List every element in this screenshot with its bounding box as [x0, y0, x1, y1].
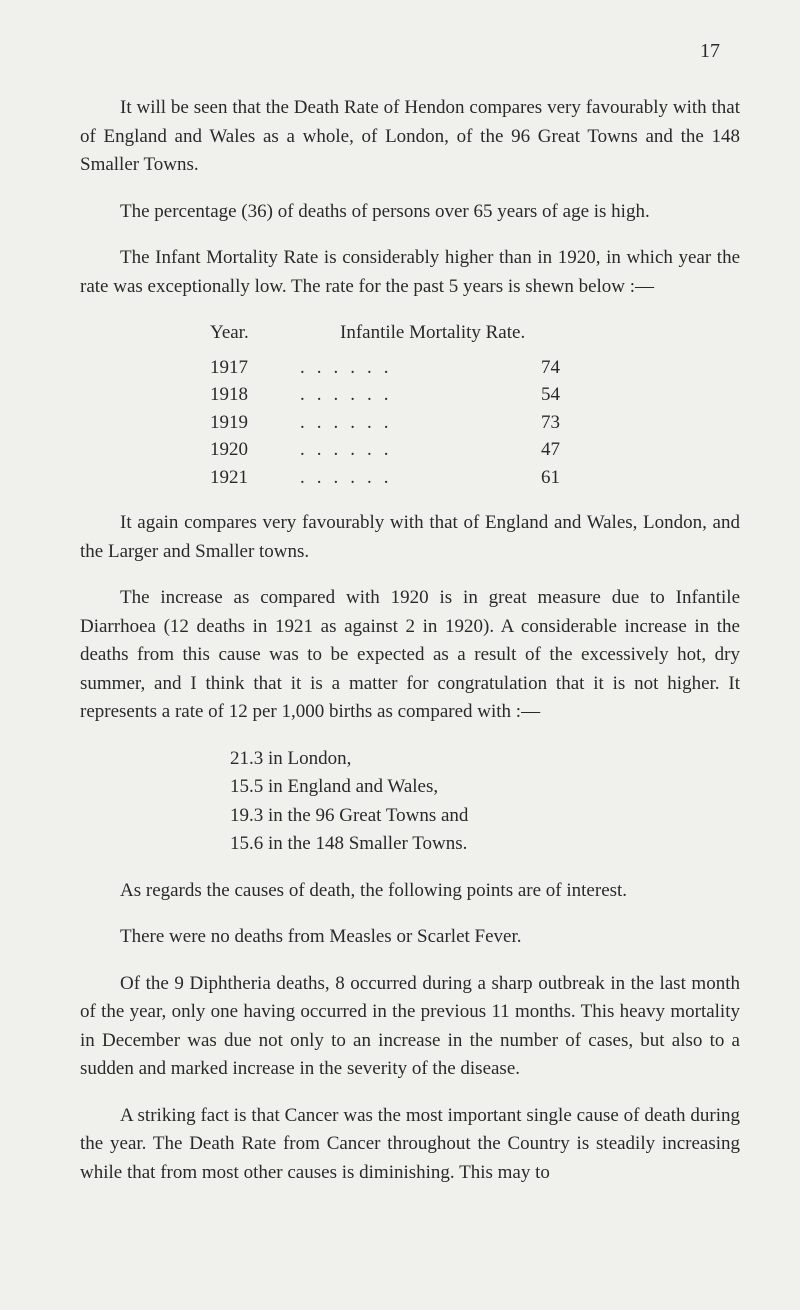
paragraph-4: It again compares very favourably with t…: [80, 509, 740, 566]
rate-item: 21.3 in London,: [230, 745, 740, 774]
dots: ......: [300, 381, 510, 409]
value-cell: 54: [510, 381, 560, 409]
year-cell: 1919: [210, 409, 300, 437]
dots: ......: [300, 464, 510, 492]
paragraph-1: It will be seen that the Death Rate of H…: [80, 94, 740, 180]
paragraph-5: The increase as compared with 1920 is in…: [80, 584, 740, 727]
rate-item: 15.6 in the 148 Smaller Towns.: [230, 830, 740, 859]
header-rate: Infantile Mortality Rate.: [340, 319, 640, 348]
rate-item: 19.3 in the 96 Great Towns and: [230, 802, 740, 831]
table-row: 1920 ...... 47: [210, 436, 740, 464]
value-cell: 73: [510, 409, 560, 437]
paragraph-2: The percentage (36) of deaths of persons…: [80, 198, 740, 227]
paragraph-9: A striking fact is that Cancer was the m…: [80, 1102, 740, 1188]
dots: ......: [300, 409, 510, 437]
rate-item: 15.5 in England and Wales,: [230, 773, 740, 802]
paragraph-3: The Infant Mortality Rate is considerabl…: [80, 244, 740, 301]
year-cell: 1921: [210, 464, 300, 492]
year-cell: 1917: [210, 354, 300, 382]
mortality-table: Year. Infantile Mortality Rate. 1917 ...…: [210, 319, 740, 491]
paragraph-6: As regards the causes of death, the foll…: [80, 877, 740, 906]
page-number: 17: [80, 36, 740, 66]
table-row: 1918 ...... 54: [210, 381, 740, 409]
dots: ......: [300, 436, 510, 464]
table-row: 1917 ...... 74: [210, 354, 740, 382]
table-row: 1919 ...... 73: [210, 409, 740, 437]
dots: ......: [300, 354, 510, 382]
value-cell: 47: [510, 436, 560, 464]
paragraph-7: There were no deaths from Measles or Sca…: [80, 923, 740, 952]
table-row: 1921 ...... 61: [210, 464, 740, 492]
year-cell: 1920: [210, 436, 300, 464]
rates-list: 21.3 in London, 15.5 in England and Wale…: [230, 745, 740, 859]
year-cell: 1918: [210, 381, 300, 409]
table-header: Year. Infantile Mortality Rate.: [210, 319, 740, 348]
value-cell: 74: [510, 354, 560, 382]
paragraph-8: Of the 9 Diphtheria deaths, 8 occurred d…: [80, 970, 740, 1084]
value-cell: 61: [510, 464, 560, 492]
header-year: Year.: [210, 319, 340, 348]
